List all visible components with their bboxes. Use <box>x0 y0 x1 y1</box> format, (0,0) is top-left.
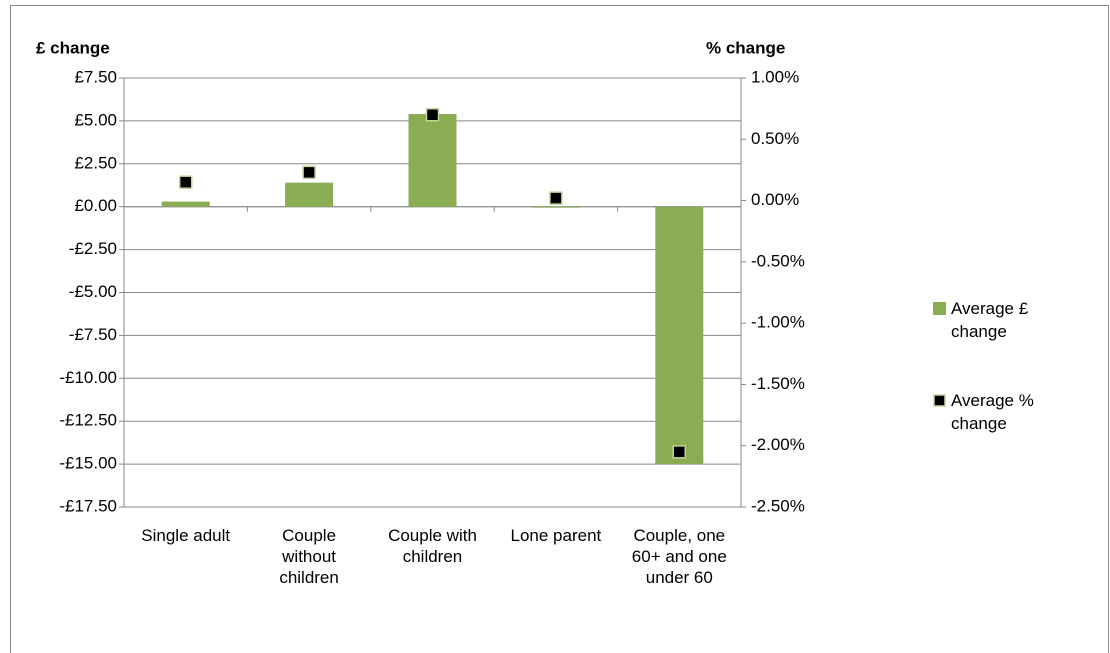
bar <box>161 201 210 207</box>
y2-tick-label: 0.00% <box>751 190 799 209</box>
y2-tick-label: -2.00% <box>751 435 805 454</box>
y-tick-label: £5.00 <box>74 110 117 129</box>
y-tick-label: -£12.50 <box>59 411 117 430</box>
y2-tick-label: 0.50% <box>751 129 799 148</box>
y2-tick-label: -1.50% <box>751 374 805 393</box>
legend-label: Average % change <box>951 391 1034 433</box>
y-tick-label: -£5.00 <box>69 282 117 301</box>
x-tick-label: Couple without children <box>279 526 339 587</box>
y-tick-label: £2.50 <box>74 153 117 172</box>
legend-swatch <box>933 302 946 315</box>
bar <box>531 206 580 208</box>
y2-axis-title: % change <box>706 38 785 57</box>
y-tick-label: -£15.00 <box>59 454 117 473</box>
marker <box>178 175 193 189</box>
y2-tick-label: 1.00% <box>751 67 799 86</box>
chart-border <box>10 5 1109 653</box>
legend-swatch <box>933 394 946 407</box>
y-tick-label: -£17.50 <box>59 496 117 515</box>
marker <box>302 165 316 180</box>
y-tick-label: £7.50 <box>74 67 117 86</box>
bar <box>285 182 334 207</box>
legend-label: Average £ change <box>951 299 1029 341</box>
bar <box>408 114 457 207</box>
bar <box>655 206 704 465</box>
y-tick-label: -£10.00 <box>59 368 117 387</box>
y2-tick-label: -2.50% <box>751 496 805 515</box>
y2-tick-label: -0.50% <box>751 251 805 270</box>
x-tick-label: Couple with children <box>388 526 477 566</box>
y-tick-label: £0.00 <box>74 196 117 215</box>
marker <box>672 445 687 459</box>
x-tick-label: Single adult <box>141 526 231 545</box>
marker <box>549 191 563 205</box>
y-tick-label: -£7.50 <box>69 325 117 344</box>
x-tick-label: Lone parent <box>510 526 602 545</box>
marker <box>425 108 440 122</box>
y-axis-title: £ change <box>36 38 110 57</box>
y2-tick-label: -1.00% <box>751 313 805 332</box>
x-tick-label: Couple, one 60+ and one under 60 <box>631 526 727 587</box>
y-tick-label: -£2.50 <box>69 239 117 258</box>
